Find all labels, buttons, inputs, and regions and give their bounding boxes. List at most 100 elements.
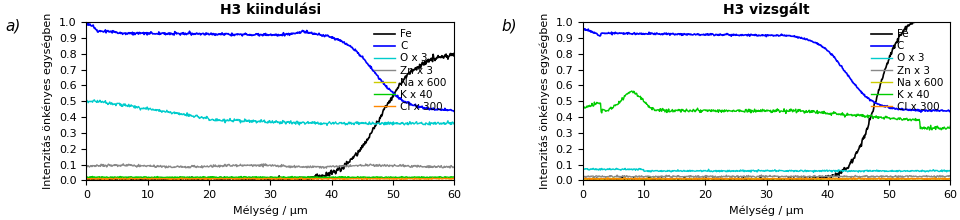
O x 3 [824,169,835,172]
Na x 600 [928,177,940,179]
O x 3 [855,170,867,173]
K x 40 [299,176,310,178]
Zn x 3 [448,166,460,168]
Zn x 3 [855,175,867,178]
Fe [298,178,309,181]
Na x 600 [794,177,805,180]
Na x 600 [247,177,258,179]
Na x 600 [642,178,654,180]
Fe [672,178,684,180]
Zn x 3 [577,174,588,177]
Cl x 300 [247,177,258,180]
K x 40 [854,113,866,116]
Cl x 300 [602,176,613,179]
Na x 600 [298,177,309,180]
C [83,21,94,24]
Line: C: C [583,28,950,112]
Na x 600 [577,178,588,180]
Fe [642,176,654,179]
K x 40 [642,106,654,108]
K x 40 [327,176,339,178]
Legend: Fe, C, O x 3, Zn x 3, Na x 600, K x 40, Cl x 300: Fe, C, O x 3, Zn x 3, Na x 600, K x 40, … [371,25,451,116]
O x 3 [146,108,157,111]
Zn x 3 [318,167,329,170]
Zn x 3 [672,175,684,178]
Na x 600 [304,176,316,178]
Text: a): a) [6,19,21,34]
O x 3 [322,124,333,127]
K x 40 [359,176,371,178]
Na x 600 [677,179,688,181]
K x 40 [672,109,684,111]
C [248,34,259,37]
O x 3 [448,123,460,125]
O x 3 [807,171,819,174]
Line: O x 3: O x 3 [86,100,454,125]
Cl x 300 [824,178,835,181]
K x 40 [168,177,180,180]
Line: Fe: Fe [86,53,454,183]
Zn x 3 [117,163,129,165]
Fe [577,176,588,179]
Zn x 3 [298,165,309,168]
Line: K x 40: K x 40 [583,91,950,130]
K x 40 [744,108,756,111]
Zn x 3 [824,176,835,178]
Cl x 300 [298,178,309,180]
Y-axis label: Intenzitás önkényes egységben: Intenzitás önkényes egységben [43,13,54,189]
K x 40 [448,176,460,178]
Cl x 300 [643,177,655,180]
Cl x 300 [631,179,642,181]
O x 3 [588,167,599,170]
Fe [235,182,247,185]
Cl x 300 [275,177,286,179]
Fe [175,178,186,181]
Zn x 3 [248,164,259,167]
O x 3 [577,168,588,171]
O x 3 [794,170,805,172]
Na x 600 [448,176,460,179]
Cl x 300 [745,177,756,180]
Line: Zn x 3: Zn x 3 [86,164,454,168]
Fe [823,175,834,177]
O x 3 [672,169,684,171]
Zn x 3 [146,165,157,168]
Na x 600 [175,177,186,179]
Legend: Fe, C, O x 3, Zn x 3, Na x 600, K x 40, Cl x 300: Fe, C, O x 3, Zn x 3, Na x 600, K x 40, … [867,25,948,116]
Line: Na x 600: Na x 600 [583,178,950,180]
O x 3 [642,169,654,172]
Line: Cl x 300: Cl x 300 [86,178,454,180]
Na x 600 [359,177,371,180]
Zn x 3 [945,175,956,178]
Na x 600 [744,178,756,180]
C [945,111,956,114]
K x 40 [81,176,92,179]
Zn x 3 [744,175,756,178]
Na x 600 [327,176,339,179]
Cl x 300 [795,177,806,180]
Na x 600 [146,177,157,180]
C [671,33,683,36]
C [743,34,755,37]
Cl x 300 [175,177,186,180]
Cl x 300 [448,178,460,180]
Zn x 3 [359,164,371,167]
Zn x 3 [327,164,339,167]
X-axis label: Mélység / μm: Mélység / μm [233,206,307,216]
Na x 600 [279,178,291,180]
K x 40 [286,175,298,178]
O x 3 [326,121,338,124]
Na x 600 [81,177,92,179]
C [448,110,460,113]
K x 40 [146,176,157,178]
Line: Fe: Fe [583,12,950,183]
Y-axis label: Intenzitás önkényes egységben: Intenzitás önkényes egységben [540,13,550,189]
Na x 600 [945,177,956,180]
Cl x 300 [359,178,371,180]
C [81,22,92,25]
O x 3 [945,170,956,172]
Zn x 3 [642,175,654,177]
K x 40 [626,90,637,92]
C [577,27,588,29]
C [146,32,157,35]
